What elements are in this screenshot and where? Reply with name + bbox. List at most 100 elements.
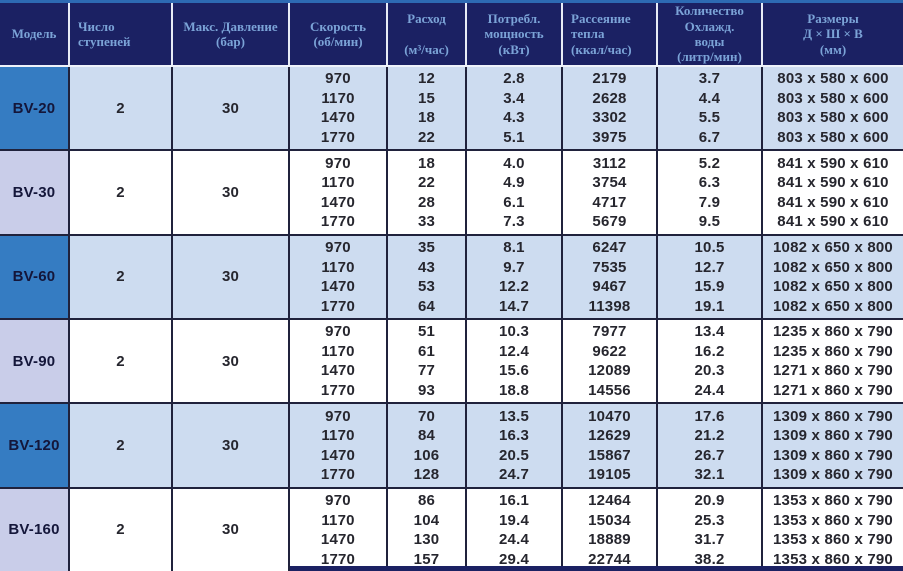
dims-value: 1235 x 860 x 790 bbox=[773, 342, 893, 360]
speed-value: 1770 bbox=[320, 466, 356, 484]
model-name-cell: BV-160 bbox=[0, 488, 70, 571]
flow-value: 70 bbox=[417, 407, 436, 425]
stages-cell: 2 bbox=[70, 235, 173, 318]
water-value: 3.7 bbox=[698, 70, 721, 88]
dims-value: 841 x 590 x 610 bbox=[777, 213, 889, 231]
heat-value: 3754 bbox=[592, 174, 627, 192]
power-column: 8.1 9.7 12.2 14.7 bbox=[467, 235, 563, 318]
speed-value: 1470 bbox=[320, 193, 356, 211]
flow-value: 22 bbox=[417, 174, 436, 192]
flow-column: 86 104 130 157 bbox=[388, 488, 467, 571]
max-pressure-cell: 30 bbox=[173, 488, 290, 571]
power-column: 10.3 12.4 15.6 18.8 bbox=[467, 319, 563, 403]
power-value: 4.9 bbox=[503, 174, 525, 192]
speed-value: 1170 bbox=[321, 511, 355, 529]
water-value: 38.2 bbox=[694, 550, 725, 568]
flow-value: 104 bbox=[413, 511, 440, 529]
dimensions-column: 1309 x 860 x 790 1309 x 860 x 790 1309 x 8… bbox=[763, 404, 903, 487]
dims-value: 1353 x 860 x 790 bbox=[773, 550, 893, 568]
cooling-water-column: 17.6 21.2 26.7 32.1 bbox=[658, 404, 763, 487]
model-block: BV-30 2 30 970 1170 1470 1770 18 22 28 33 4.0 4… bbox=[0, 149, 903, 234]
model-name-cell: BV-90 bbox=[0, 319, 70, 403]
flow-value: 53 bbox=[417, 278, 436, 296]
bottom-navy-bar bbox=[290, 566, 903, 571]
water-value: 10.5 bbox=[694, 238, 725, 256]
cooling-water-column: 5.2 6.3 7.9 9.5 bbox=[658, 151, 763, 234]
header-heat: Рассеяние тепла (ккал/час) bbox=[563, 3, 658, 65]
power-value: 16.3 bbox=[499, 427, 529, 445]
flow-column: 12 15 18 22 bbox=[388, 67, 467, 150]
water-value: 32.1 bbox=[694, 466, 725, 484]
water-value: 9.5 bbox=[698, 213, 721, 231]
max-pressure-cell: 30 bbox=[173, 319, 290, 403]
flow-value: 51 bbox=[417, 323, 436, 341]
water-value: 15.9 bbox=[694, 278, 725, 296]
cooling-water-column: 20.9 25.3 31.7 38.2 bbox=[658, 488, 763, 571]
model-block: BV-20 2 30 970 1170 1470 1770 12 15 18 22 2.8 3… bbox=[0, 67, 903, 150]
power-value: 24.7 bbox=[499, 466, 529, 484]
model-block: BV-90 2 30 970 1170 1470 1770 51 61 77 93 10.3… bbox=[0, 317, 903, 403]
speed-value: 1170 bbox=[321, 258, 355, 276]
flow-column: 18 22 28 33 bbox=[388, 151, 467, 234]
water-value: 5.5 bbox=[698, 109, 721, 127]
max-pressure-cell: 30 bbox=[173, 404, 290, 487]
water-value: 6.7 bbox=[698, 129, 721, 147]
heat-value: 9622 bbox=[592, 342, 627, 360]
dims-value: 841 x 590 x 610 bbox=[777, 174, 889, 192]
heat-value: 2628 bbox=[592, 89, 627, 107]
power-value: 24.4 bbox=[499, 531, 529, 549]
model-block: BV-60 2 30 970 1170 1470 1770 35 43 53 64 8.1 9… bbox=[0, 233, 903, 318]
power-value: 4.0 bbox=[503, 154, 525, 172]
stages-cell: 2 bbox=[70, 67, 173, 150]
table-header-row: Модель Число ступеней Макс. Давление (ба… bbox=[0, 3, 903, 67]
cooling-water-column: 3.7 4.4 5.5 6.7 bbox=[658, 67, 763, 150]
max-pressure-cell: 30 bbox=[173, 67, 290, 150]
power-value: 10.3 bbox=[499, 323, 529, 341]
flow-value: 61 bbox=[417, 342, 436, 360]
speed-column: 970 1170 1470 1770 bbox=[290, 319, 388, 403]
dims-value: 1271 x 860 x 790 bbox=[773, 382, 893, 399]
header-max-pressure: Макс. Давление (бар) bbox=[173, 3, 290, 65]
power-value: 12.4 bbox=[499, 342, 529, 360]
heat-value: 22744 bbox=[588, 550, 631, 568]
speed-value: 1470 bbox=[320, 109, 356, 127]
dims-value: 841 x 590 x 610 bbox=[777, 154, 889, 172]
speed-value: 1470 bbox=[320, 531, 356, 549]
model-name-cell: BV-120 bbox=[0, 404, 70, 487]
dims-value: 1082 x 650 x 800 bbox=[773, 278, 893, 296]
speed-column: 970 1170 1470 1770 bbox=[290, 151, 388, 234]
flow-value: 86 bbox=[417, 491, 436, 509]
speed-value: 1170 bbox=[321, 427, 355, 445]
flow-value: 77 bbox=[417, 362, 436, 380]
speed-value: 970 bbox=[325, 238, 351, 256]
dimensions-column: 803 x 580 x 600 803 x 580 x 600 803 x 580 … bbox=[763, 67, 903, 150]
speed-value: 970 bbox=[325, 407, 351, 425]
stages-cell: 2 bbox=[70, 404, 173, 487]
speed-column: 970 1170 1470 1770 bbox=[290, 488, 388, 571]
water-value: 20.3 bbox=[694, 362, 725, 380]
water-value: 6.3 bbox=[698, 174, 721, 192]
speed-value: 1770 bbox=[320, 213, 356, 231]
dims-value: 1309 x 860 x 790 bbox=[773, 466, 893, 484]
speed-value: 970 bbox=[325, 70, 351, 88]
flow-value: 15 bbox=[417, 89, 436, 107]
speed-value: 970 bbox=[325, 491, 351, 509]
flow-column: 35 43 53 64 bbox=[388, 235, 467, 318]
dims-value: 1235 x 860 x 790 bbox=[773, 323, 893, 341]
heat-value: 5679 bbox=[592, 213, 627, 231]
heat-column: 6247 7535 9467 11398 bbox=[563, 235, 658, 318]
flow-value: 35 bbox=[417, 238, 436, 256]
max-pressure-cell: 30 bbox=[173, 151, 290, 234]
flow-value: 18 bbox=[417, 109, 436, 127]
dims-value: 1082 x 650 x 800 bbox=[773, 297, 893, 315]
dims-value: 1353 x 860 x 790 bbox=[773, 491, 893, 509]
heat-value: 2179 bbox=[592, 70, 627, 88]
power-value: 16.1 bbox=[499, 491, 529, 509]
heat-value: 15034 bbox=[588, 511, 631, 529]
heat-value: 18889 bbox=[588, 531, 631, 549]
cooling-water-column: 13.4 16.2 20.3 24.4 bbox=[658, 319, 763, 403]
water-value: 12.7 bbox=[694, 258, 725, 276]
flow-value: 12 bbox=[417, 70, 436, 88]
cooling-water-column: 10.5 12.7 15.9 19.1 bbox=[658, 235, 763, 318]
